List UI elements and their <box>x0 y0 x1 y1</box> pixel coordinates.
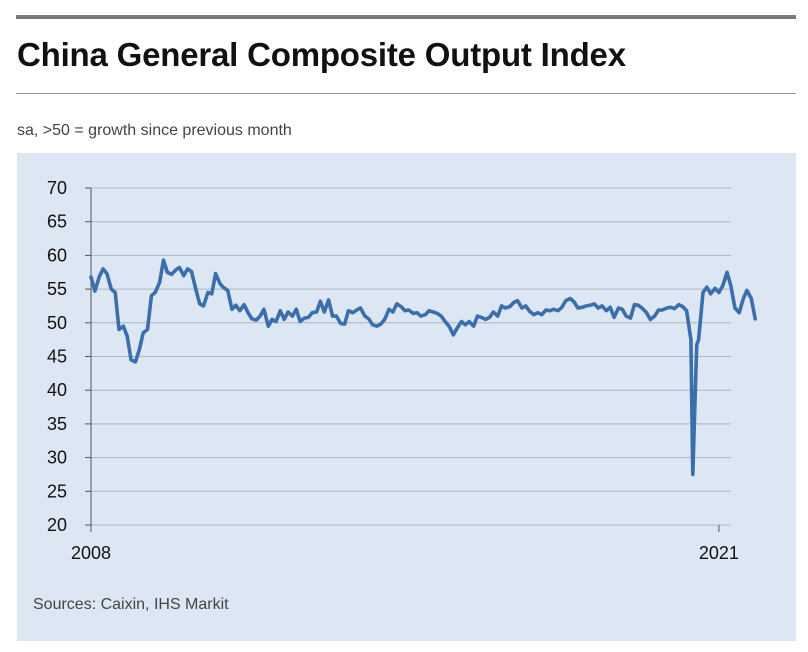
y-tick-label: 40 <box>47 380 67 400</box>
chart-title: China General Composite Output Index <box>17 36 626 73</box>
x-tick-label: 2008 <box>71 543 111 563</box>
x-tick-label: 2021 <box>699 543 739 563</box>
source-note: Sources: Caixin, IHS Markit <box>33 596 229 613</box>
top-rule <box>16 15 796 19</box>
y-tick-label: 60 <box>47 245 67 265</box>
y-tick-label: 65 <box>47 212 67 232</box>
title-rule <box>16 93 796 94</box>
y-tick-label: 20 <box>47 515 67 535</box>
y-tick-label: 55 <box>47 279 67 299</box>
chart-subtitle: sa, >50 = growth since previous month <box>17 122 292 139</box>
line-chart: 20 25 30 35 40 45 50 55 60 65 70 2008 2021 <box>47 178 757 563</box>
y-tick-label: 35 <box>47 414 67 434</box>
series-line <box>89 258 757 477</box>
y-tick-label: 25 <box>47 481 67 501</box>
chart-panel: 20 25 30 35 40 45 50 55 60 65 70 2008 2021 <box>17 153 796 641</box>
y-tick-label: 45 <box>47 347 67 367</box>
y-tick-label: 30 <box>47 448 67 468</box>
y-tick-label: 50 <box>47 313 67 333</box>
y-tick-label: 70 <box>47 178 67 198</box>
